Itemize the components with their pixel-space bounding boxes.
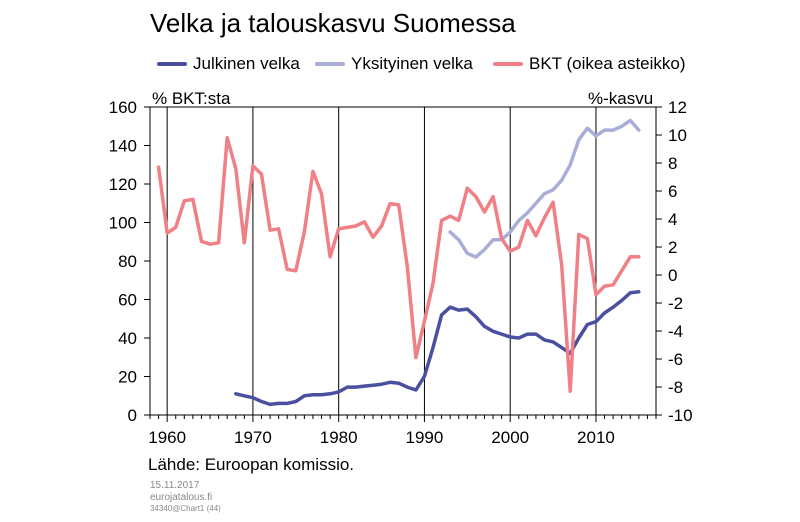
left-tick-label: 160: [109, 98, 137, 117]
right-tick-label: 2: [668, 238, 677, 257]
public-debt-line: [234, 290, 641, 407]
legend-swatch-gdp: [493, 62, 523, 66]
x-tick-label: 1960: [148, 428, 186, 447]
grid-lines: [166, 107, 597, 415]
left-tick-label: 40: [118, 329, 137, 348]
footer-site: eurojatalous.fi: [150, 492, 213, 503]
private-debt-line: [448, 118, 641, 259]
right-tick-label: -8: [668, 378, 683, 397]
legend-item-private-debt: Yksityinen velka: [315, 53, 473, 75]
x-tick-label: 2000: [491, 428, 529, 447]
right-tick-label: 0: [668, 266, 677, 285]
right-tick-label: 6: [668, 182, 677, 201]
legend: Julkinen velka Yksityinen velka BKT (oik…: [157, 53, 717, 75]
chart-title: Velka ja talouskasvu Suomessa: [150, 8, 516, 38]
right-tick-label: -2: [668, 294, 683, 313]
series-lines: [156, 118, 641, 407]
right-tick-label: 12: [668, 98, 687, 117]
left-tick-label: 60: [118, 291, 137, 310]
legend-label-private-debt: Yksityinen velka: [351, 54, 473, 73]
footer-code: 34340@Chart1 (44): [150, 504, 221, 513]
x-tick-label: 2010: [577, 428, 615, 447]
legend-swatch-public-debt: [157, 62, 187, 66]
right-tick-label: 4: [668, 210, 677, 229]
right-tick-label: 10: [668, 126, 687, 145]
left-tick-label: 80: [118, 252, 137, 271]
left-tick-label: 140: [109, 137, 137, 156]
legend-swatch-private-debt: [315, 62, 345, 66]
left-tick-label: 20: [118, 368, 137, 387]
left-tick-label: 100: [109, 214, 137, 233]
source-note: Lähde: Euroopan komissio.: [148, 455, 355, 474]
right-tick-label: -6: [668, 350, 683, 369]
right-tick-label: 8: [668, 154, 677, 173]
legend-label-gdp: BKT (oikea asteikko): [529, 54, 686, 73]
gdp-line: [156, 136, 641, 393]
right-tick-label: -10: [668, 406, 693, 425]
footer-date: 15.11.2017: [150, 480, 200, 491]
x-tick-label: 1990: [406, 428, 444, 447]
axes: 0 20 40 60 80 100 120 140 160 -10 -8 -6 -4 -2 0 2 4 6 8 10 1…: [109, 98, 693, 447]
legend-item-gdp: BKT (oikea asteikko): [493, 53, 686, 75]
legend-item-public-debt: Julkinen velka: [157, 53, 300, 75]
x-tick-label: 1980: [320, 428, 358, 447]
left-axis-label: % BKT:sta: [152, 89, 231, 108]
right-tick-label: -4: [668, 322, 683, 341]
left-tick-label: 0: [128, 406, 137, 425]
legend-label-public-debt: Julkinen velka: [193, 54, 300, 73]
x-tick-label: 1970: [234, 428, 272, 447]
right-axis-label: %-kasvu: [588, 89, 654, 108]
left-tick-label: 120: [109, 175, 137, 194]
